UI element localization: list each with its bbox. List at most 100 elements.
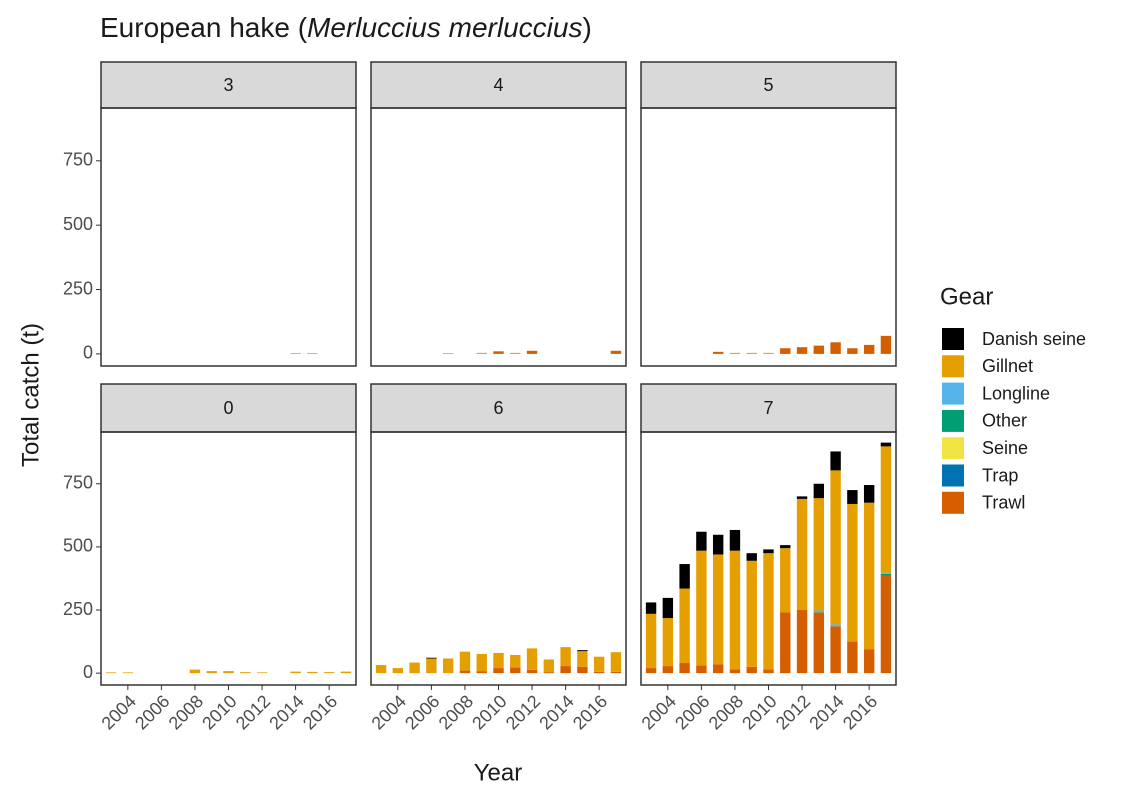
bar-segment [610, 652, 622, 672]
bar-segment [696, 531, 707, 551]
strip-label: 5 [763, 75, 773, 95]
bar-segment [610, 671, 622, 674]
bar-segment [543, 659, 555, 673]
bar-segment [796, 498, 808, 611]
bar-segment [863, 485, 875, 503]
y-tick-label: 250 [63, 278, 93, 298]
bar-segment [662, 597, 674, 619]
strip-label: 0 [223, 398, 233, 418]
legend-swatch [942, 491, 964, 514]
bar-segment [662, 666, 674, 674]
bar-segment [712, 554, 724, 665]
bar-segment [880, 573, 892, 576]
bar-segment [577, 651, 588, 667]
bar-segment [645, 613, 657, 669]
bar-segment [813, 612, 825, 674]
legend-swatch [942, 437, 964, 460]
bar-segment [780, 612, 791, 674]
bar-segment [493, 668, 504, 674]
bar-segment [662, 618, 674, 667]
bar-segment [830, 451, 841, 471]
strip [100, 61, 357, 109]
x-axis-label: Year [474, 759, 523, 786]
panel-border [640, 107, 897, 367]
bar-segment [459, 651, 471, 671]
bar-segment [863, 502, 875, 650]
bar-segment [323, 672, 335, 674]
bar-segment [880, 572, 892, 574]
bar-segment [830, 626, 841, 674]
strip [100, 383, 357, 433]
x-tick-label: 2014 [535, 691, 577, 733]
bar-segment [830, 342, 841, 354]
y-tick-label: 750 [63, 150, 93, 170]
bar-segment [679, 564, 690, 589]
bar-segment [577, 650, 588, 652]
bar-segment [510, 654, 521, 668]
y-axis-label: Total catch (t) [17, 323, 44, 467]
bar-segment [426, 657, 437, 659]
y-tick-label: 250 [63, 599, 93, 619]
bar-segment [560, 647, 571, 667]
bar-segment [880, 442, 892, 447]
bar-segment [863, 344, 875, 354]
bar-segment [763, 669, 774, 674]
bar-segment [780, 545, 791, 549]
bar-segment [796, 496, 808, 499]
bar-segment [476, 352, 487, 354]
x-tick-label: 2010 [468, 691, 510, 733]
bar-segment [392, 668, 404, 674]
panel-border [370, 107, 627, 367]
y-tick-label: 500 [63, 536, 93, 556]
bar-segment [189, 669, 201, 674]
title-part: ) [582, 12, 591, 43]
x-tick-label: 2016 [299, 691, 341, 733]
x-tick-label: 2012 [232, 691, 274, 733]
bar-segment [830, 624, 841, 627]
x-tick-label: 2008 [705, 691, 747, 733]
bar-segment [763, 549, 774, 554]
title-species: Merluccius merluccius [307, 12, 582, 43]
bar-segment [847, 503, 858, 642]
legend-label: Trawl [982, 493, 1025, 513]
bar-segment [206, 671, 217, 674]
legend-label: Other [982, 411, 1027, 431]
bar-segment [122, 672, 134, 674]
bar-segment [813, 610, 825, 613]
bar-segment [593, 656, 605, 672]
x-tick-label: 2004 [98, 691, 140, 733]
bar-segment [307, 671, 318, 674]
bar-segment [696, 665, 707, 674]
x-tick-label: 2006 [671, 691, 713, 733]
x-tick-label: 2014 [805, 691, 847, 733]
bar-segment [290, 353, 301, 354]
bar-segment [375, 665, 387, 674]
bar-segment [780, 348, 791, 354]
legend-label: Seine [982, 438, 1028, 458]
bar-segment [679, 663, 690, 674]
bar-segment [813, 483, 825, 499]
strip-label: 7 [763, 398, 773, 418]
bar-segment [729, 669, 741, 674]
bar-segment [543, 672, 555, 674]
bar-segment [796, 610, 808, 674]
bar-segment [526, 669, 538, 674]
bar-segment [729, 352, 741, 354]
x-tick-label: 2012 [772, 691, 814, 733]
bar-segment [880, 575, 892, 674]
chart-title: European hake (Merluccius merluccius) [100, 12, 592, 43]
x-tick-label: 2012 [502, 691, 544, 733]
bar-segment [847, 641, 858, 674]
bar-segment [105, 672, 117, 674]
bar-segment [307, 353, 318, 354]
x-tick-label: 2004 [368, 691, 410, 733]
bar-segment [610, 350, 622, 354]
legend-label: Gillnet [982, 356, 1033, 376]
strip [640, 61, 897, 109]
legend-label: Danish seine [982, 329, 1086, 349]
bar-segment [476, 653, 487, 672]
bar-segment [493, 351, 504, 354]
legend-swatch [942, 382, 964, 405]
bar-segment [223, 671, 234, 674]
